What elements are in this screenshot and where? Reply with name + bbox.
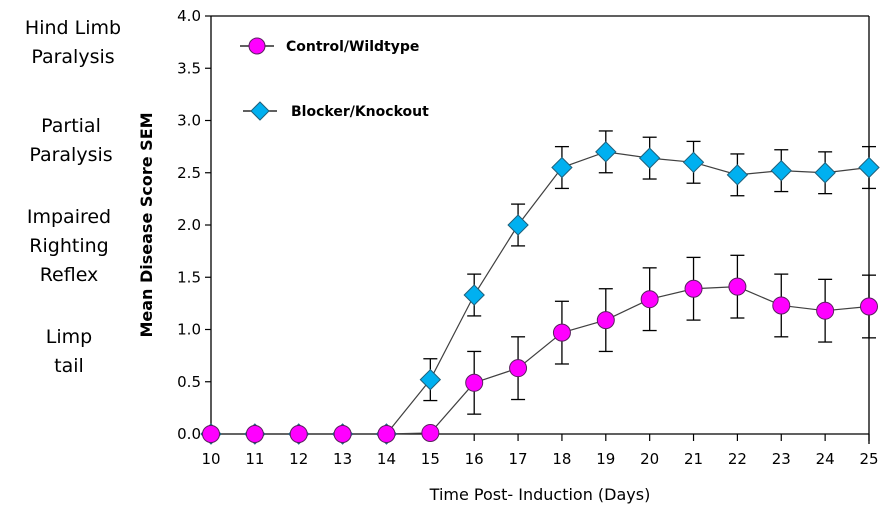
disease-stage-label-line: Partial <box>41 115 101 137</box>
x-tick-label: 14 <box>377 450 396 468</box>
x-tick-label: 24 <box>816 450 835 468</box>
control-point <box>509 359 528 378</box>
x-tick-label: 23 <box>772 450 791 468</box>
x-tick-label: 22 <box>728 450 747 468</box>
control-point <box>640 290 659 309</box>
blocker-point <box>638 147 661 169</box>
legend: Control/Wildtype Blocker/Knockout <box>240 37 429 121</box>
blocker-point <box>419 368 442 391</box>
y-tick-label: 0.0 <box>177 425 201 443</box>
disease-stage-label: Limp tail <box>4 323 134 381</box>
disease-stage-label-line: Righting <box>29 235 109 257</box>
y-axis-title: Mean Disease Score SEM <box>137 112 156 337</box>
x-tick-label: 11 <box>245 450 264 468</box>
x-axis-title: Time Post- Induction (Days) <box>429 485 651 504</box>
disease-stage-label-line: tail <box>54 355 84 377</box>
x-tick-label: 18 <box>552 450 571 468</box>
x-tick-label: 19 <box>596 450 615 468</box>
disease-stage-label-line: Limp <box>45 326 93 348</box>
blocker-point <box>858 156 880 179</box>
control-point <box>816 301 835 320</box>
blocker-point <box>814 162 836 184</box>
legend-label: Blocker/Knockout <box>291 104 429 120</box>
x-tick-label: 12 <box>289 450 308 468</box>
axes: 0.0 0.5 1.0 1.5 2.0 2.5 3.0 3.5 4.0 10 11 12 13 14 15 1… <box>177 7 878 468</box>
y-tick-label: 2.0 <box>177 216 201 234</box>
x-tick-label: 13 <box>333 450 352 468</box>
y-tick-label: 1.5 <box>177 268 201 286</box>
disease-stage-label-line: Impaired <box>26 206 112 228</box>
y-tick-label: 1.0 <box>177 321 201 339</box>
control-point <box>421 423 440 442</box>
blocker-point <box>551 156 573 179</box>
legend-marker-diamond <box>250 101 270 121</box>
disease-stage-label: Hind Limb Paralysis <box>8 14 138 72</box>
x-tick-label: 16 <box>465 450 484 468</box>
disease-stage-label-line: Paralysis <box>29 144 113 166</box>
y-tick-label: 4.0 <box>177 7 201 25</box>
error-bars <box>423 130 876 415</box>
x-tick-label: 17 <box>509 450 528 468</box>
disease-stage-label: Partial Paralysis <box>6 112 136 170</box>
x-tick-label: 20 <box>640 450 659 468</box>
blocker-point <box>770 159 792 182</box>
control-point <box>860 297 878 316</box>
blocker-point <box>507 214 529 236</box>
x-tick-label: 10 <box>201 450 220 468</box>
control-point <box>333 425 352 443</box>
control-point <box>596 311 615 330</box>
control-point <box>552 323 571 342</box>
legend-label: Control/Wildtype <box>286 39 419 55</box>
y-tick-label: 3.0 <box>177 112 201 130</box>
x-tick-label: 15 <box>421 450 440 468</box>
x-tick-label: 21 <box>684 450 703 468</box>
y-tick-label: 0.5 <box>177 373 201 391</box>
disease-stage-label-line: Paralysis <box>31 46 115 68</box>
disease-stage-label-line: Hind Limb <box>24 17 122 39</box>
control-point <box>202 425 220 443</box>
legend-marker-circle <box>248 37 266 55</box>
blocker-point <box>595 141 617 163</box>
disease-stage-label: Impaired Righting Reflex <box>4 203 134 290</box>
blocker-point <box>726 164 749 186</box>
series-lines <box>211 151 870 435</box>
y-tick-label: 2.5 <box>177 164 201 182</box>
control-point <box>728 277 747 296</box>
blocker-point <box>682 151 705 174</box>
disease-stage-label-line: Reflex <box>39 264 99 286</box>
series-line-blocker <box>211 151 870 435</box>
x-tick-label: 25 <box>859 450 878 468</box>
control-point <box>245 425 264 443</box>
control-point <box>772 296 791 315</box>
blocker-point <box>463 284 485 306</box>
series-line-control <box>211 286 870 435</box>
y-tick-label: 3.5 <box>177 59 201 77</box>
control-point <box>465 373 484 392</box>
series-markers <box>200 141 880 445</box>
control-point <box>377 425 396 443</box>
control-point <box>289 425 308 443</box>
control-point <box>684 279 703 298</box>
